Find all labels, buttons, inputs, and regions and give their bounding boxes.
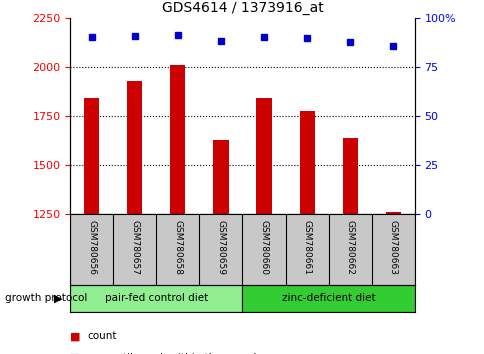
Text: percentile rank within the sample: percentile rank within the sample [87,353,263,354]
Text: GSM780663: GSM780663 [388,220,397,275]
Bar [385,212,400,214]
Text: zinc-deficient diet: zinc-deficient diet [281,293,375,303]
Bar [70,285,242,312]
Text: GSM780658: GSM780658 [173,220,182,275]
Bar [242,285,414,312]
Text: GSM780661: GSM780661 [302,220,311,275]
Bar [170,65,185,214]
Bar [256,98,271,214]
Bar [299,111,314,214]
Text: growth protocol: growth protocol [5,293,87,303]
Text: GSM780660: GSM780660 [259,220,268,275]
Text: GSM780659: GSM780659 [216,220,225,275]
Text: GSM780662: GSM780662 [345,220,354,275]
Bar [213,139,228,214]
Bar [127,81,142,214]
Text: count: count [87,331,117,341]
Text: GSM780657: GSM780657 [130,220,139,275]
Text: pair-fed control diet: pair-fed control diet [105,293,208,303]
Text: ■: ■ [70,331,81,341]
Text: GSM780656: GSM780656 [87,220,96,275]
Text: ▶: ▶ [54,293,62,303]
Title: GDS4614 / 1373916_at: GDS4614 / 1373916_at [161,1,323,15]
Bar [342,138,357,214]
Text: ■: ■ [70,353,81,354]
Bar [84,98,99,214]
